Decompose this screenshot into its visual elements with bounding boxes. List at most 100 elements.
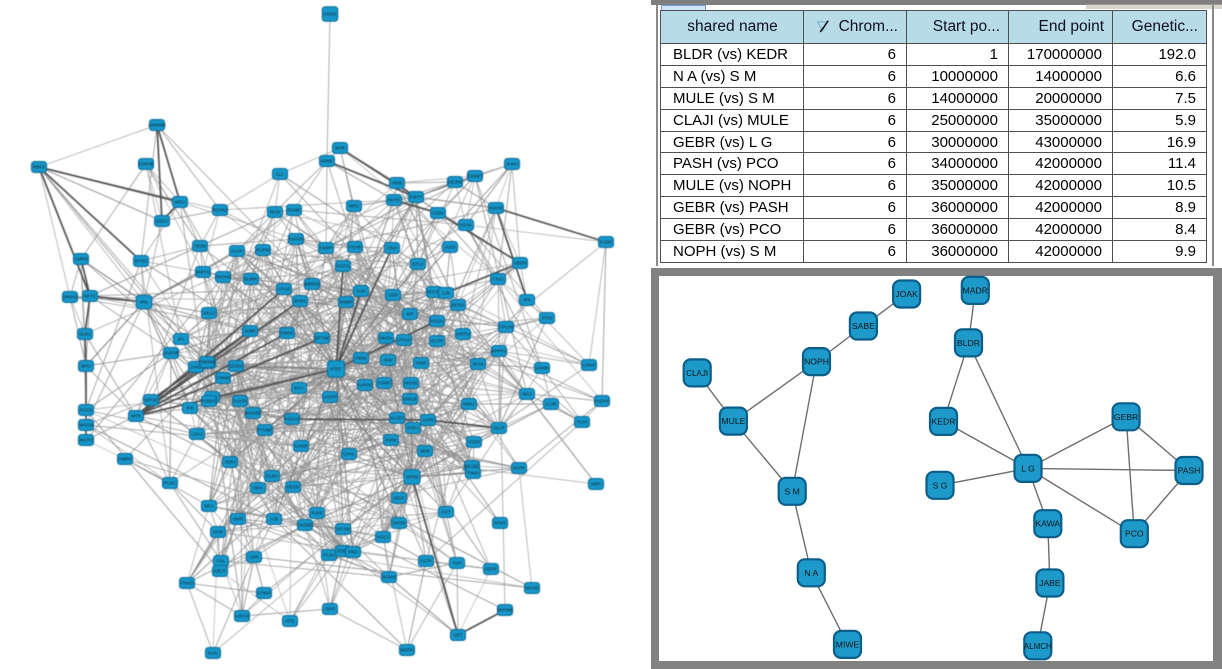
svg-text:LSWG: LSWG <box>583 363 597 368</box>
svg-text:LLL: LLL <box>276 172 284 177</box>
svg-text:GKJT: GKJT <box>493 426 505 431</box>
svg-text:CPHL: CPHL <box>343 452 355 457</box>
svg-text:KTEF: KTEF <box>330 367 342 372</box>
svg-text:GEJRE: GEJRE <box>448 180 463 185</box>
svg-text:EEO: EEO <box>394 496 404 501</box>
svg-text:JJOF: JJOF <box>388 293 399 298</box>
svg-text:CSSD: CSSD <box>432 211 444 216</box>
svg-text:SOBE: SOBE <box>337 549 349 554</box>
svg-text:MRU: MRU <box>349 204 359 209</box>
svg-text:UTUS: UTUS <box>278 287 290 292</box>
svg-text:RCHNJ: RCHNJ <box>213 208 228 213</box>
svg-text:KIEJT: KIEJT <box>214 569 226 574</box>
svg-text:FTUMF: FTUMF <box>258 428 273 433</box>
svg-text:MCUD: MCUD <box>525 586 538 591</box>
svg-text:PUSC: PUSC <box>164 481 176 486</box>
svg-text:SFOTL: SFOTL <box>427 290 442 295</box>
svg-text:CBDN: CBDN <box>514 261 526 266</box>
svg-text:MULE: MULE <box>721 416 745 426</box>
svg-text:SFPM: SFPM <box>406 475 419 480</box>
svg-text:EKME: EKME <box>288 208 301 213</box>
svg-text:KGGJ: KGGJ <box>377 535 389 540</box>
svg-text:FMSMB: FMSMB <box>199 360 215 365</box>
svg-text:HRIB: HRIB <box>392 181 403 186</box>
svg-text:NOPH: NOPH <box>804 357 829 367</box>
svg-text:WOPH: WOPH <box>400 648 414 653</box>
svg-text:JOAK: JOAK <box>895 289 918 299</box>
svg-text:MOU: MOU <box>175 200 185 205</box>
svg-text:JPE: JPE <box>523 298 531 303</box>
svg-text:JGAD: JGAD <box>472 362 484 367</box>
svg-text:SKOD: SKOD <box>393 521 405 526</box>
svg-text:FKKO: FKKO <box>181 581 194 586</box>
svg-text:BCNM: BCNM <box>383 575 396 580</box>
svg-text:UAHSI: UAHSI <box>233 399 246 404</box>
svg-text:KIRTU: KIRTU <box>456 332 469 337</box>
svg-text:MIWE: MIWE <box>836 639 860 649</box>
svg-text:AWWMB: AWWMB <box>148 123 166 128</box>
svg-text:DLBG: DLBG <box>266 474 279 479</box>
svg-text:ALCP: ALCP <box>231 249 243 254</box>
svg-text:FMPP: FMPP <box>320 246 332 251</box>
svg-text:RUPW: RUPW <box>256 248 270 253</box>
svg-text:MASI: MASI <box>270 210 281 215</box>
svg-text:GKLU: GKLU <box>203 311 215 316</box>
svg-text:KKPP: KKPP <box>513 466 525 471</box>
svg-text:PCO: PCO <box>1125 529 1144 539</box>
svg-text:GEBR: GEBR <box>1114 412 1138 422</box>
svg-text:JGRJ: JGRJ <box>225 460 236 465</box>
svg-text:OTE: OTE <box>285 619 294 624</box>
svg-text:EGWET: EGWET <box>467 174 483 179</box>
svg-text:JABE: JABE <box>1039 578 1061 588</box>
svg-text:WSGBF: WSGBF <box>245 411 261 416</box>
svg-text:USR: USR <box>249 555 258 560</box>
svg-text:KEAK: KEAK <box>460 223 472 228</box>
svg-text:EWTF: EWTF <box>410 195 423 200</box>
svg-text:FJUU: FJUU <box>492 277 503 282</box>
svg-text:ALMCH: ALMCH <box>1024 642 1052 651</box>
svg-text:MADR: MADR <box>963 285 988 295</box>
svg-text:LDAJ: LDAJ <box>192 432 203 437</box>
svg-text:OUEOB: OUEOB <box>163 351 179 356</box>
svg-text:S G: S G <box>933 480 948 490</box>
svg-text:RGGU: RGGU <box>430 319 443 324</box>
svg-text:IKW: IKW <box>384 358 393 363</box>
svg-text:LJKGS: LJKGS <box>235 614 249 619</box>
svg-text:DFTSE: DFTSE <box>315 336 329 341</box>
svg-text:BHRS: BHRS <box>294 299 306 304</box>
svg-text:BHU: BHU <box>81 364 90 369</box>
svg-text:CLAJI: CLAJI <box>686 369 708 378</box>
svg-text:SDOF: SDOF <box>485 567 498 572</box>
svg-text:TBSM: TBSM <box>194 244 207 249</box>
svg-text:GCFO: GCFO <box>337 264 350 269</box>
svg-text:CJK: CJK <box>442 291 450 296</box>
svg-text:OJWF: OJWF <box>378 381 391 386</box>
svg-text:NHTE: NHTE <box>388 198 400 203</box>
svg-text:N A: N A <box>804 568 818 578</box>
svg-text:FBNJ: FBNJ <box>356 356 367 361</box>
svg-text:UTWO: UTWO <box>257 591 271 596</box>
svg-text:BWLB: BWLB <box>404 397 417 402</box>
svg-text:OWD: OWD <box>416 361 427 366</box>
svg-text:BHR: BHR <box>335 146 344 151</box>
svg-text:EGA: EGA <box>294 386 303 391</box>
svg-text:BTUJ: BTUJ <box>413 262 424 267</box>
svg-text:DCDO: DCDO <box>230 364 244 369</box>
svg-text:NBRJ: NBRJ <box>463 402 474 407</box>
svg-text:NKOA: NKOA <box>380 336 393 341</box>
svg-text:CRMR: CRMR <box>216 376 229 381</box>
svg-text:GJO: GJO <box>356 289 366 294</box>
svg-text:MDK: MDK <box>420 449 430 454</box>
svg-text:WBRDO: WBRDO <box>304 282 321 287</box>
svg-text:KEDR: KEDR <box>932 416 956 426</box>
svg-text:RBKS: RBKS <box>33 165 45 170</box>
svg-text:TUAF: TUAF <box>576 420 588 425</box>
svg-text:JUBR: JUBR <box>244 329 255 334</box>
svg-text:REG: REG <box>204 504 214 509</box>
svg-text:AINH: AINH <box>387 246 398 251</box>
svg-text:PASH: PASH <box>1178 466 1201 476</box>
svg-text:KGT: KGT <box>441 510 450 515</box>
svg-text:NKTC: NKTC <box>84 294 96 299</box>
svg-text:POFJ: POFJ <box>407 426 418 431</box>
svg-text:GLEC: GLEC <box>79 332 91 337</box>
